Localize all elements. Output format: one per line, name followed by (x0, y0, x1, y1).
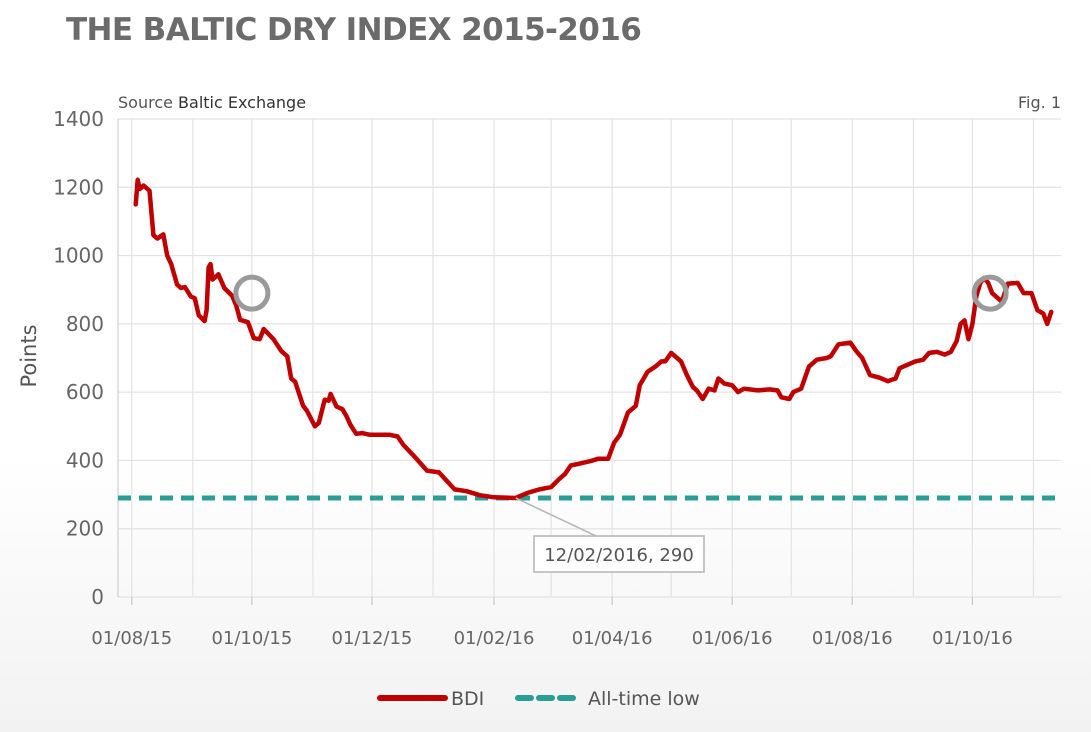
source-name: Baltic Exchange (178, 93, 306, 112)
x-tick-label: 01/10/16 (932, 628, 1013, 649)
y-tick-label: 600 (66, 380, 104, 404)
highlight-circle (233, 274, 271, 312)
series-layer (118, 177, 1061, 501)
grid (117, 118, 1061, 598)
x-tick-label: 01/08/15 (91, 628, 172, 649)
legend-label-all-time-low: All-time low (588, 688, 700, 710)
y-axis-title: Points (17, 324, 41, 387)
annotation-callout: 12/02/2016, 290 (515, 497, 705, 573)
y-tick-label: 1200 (53, 175, 104, 199)
figure-number: Fig. 1 (1018, 93, 1061, 112)
source-prefix: Source (118, 93, 178, 112)
x-tick-label: 01/04/16 (572, 628, 653, 649)
y-tick-label: 800 (66, 312, 104, 336)
y-tick-label: 400 (66, 448, 104, 472)
legend-label-bdi: BDI (451, 688, 484, 710)
x-tick-label: 01/02/16 (454, 628, 535, 649)
legend: BDI All-time low (377, 688, 700, 710)
x-tick-label: 01/06/16 (692, 628, 773, 649)
y-tick-label: 0 (91, 585, 104, 609)
series-bdi-line (133, 177, 1054, 501)
highlight-circle (971, 274, 1009, 312)
y-tick-label: 1400 (53, 107, 104, 131)
x-axis-ticks: 01/08/15 01/10/15 01/12/15 01/02/16 01/04/16… (91, 597, 1013, 649)
y-tick-label: 200 (66, 517, 104, 541)
annotation-leader-line (515, 497, 597, 537)
source-label: Source Baltic Exchange (118, 93, 306, 112)
y-axis-ticks: 0 200 400 600 800 1000 1200 1400 (53, 107, 104, 609)
annotation-box (533, 535, 705, 573)
x-tick-label: 01/10/15 (211, 628, 292, 649)
x-tick-label: 01/08/16 (812, 628, 893, 649)
y-tick-label: 1000 (53, 244, 104, 268)
x-tick-label: 01/12/15 (332, 628, 413, 649)
highlight-markers (233, 274, 1009, 312)
chart-title: THE BALTIC DRY INDEX 2015-2016 (66, 12, 642, 48)
annotation-text: 12/02/2016, 290 (544, 545, 694, 566)
